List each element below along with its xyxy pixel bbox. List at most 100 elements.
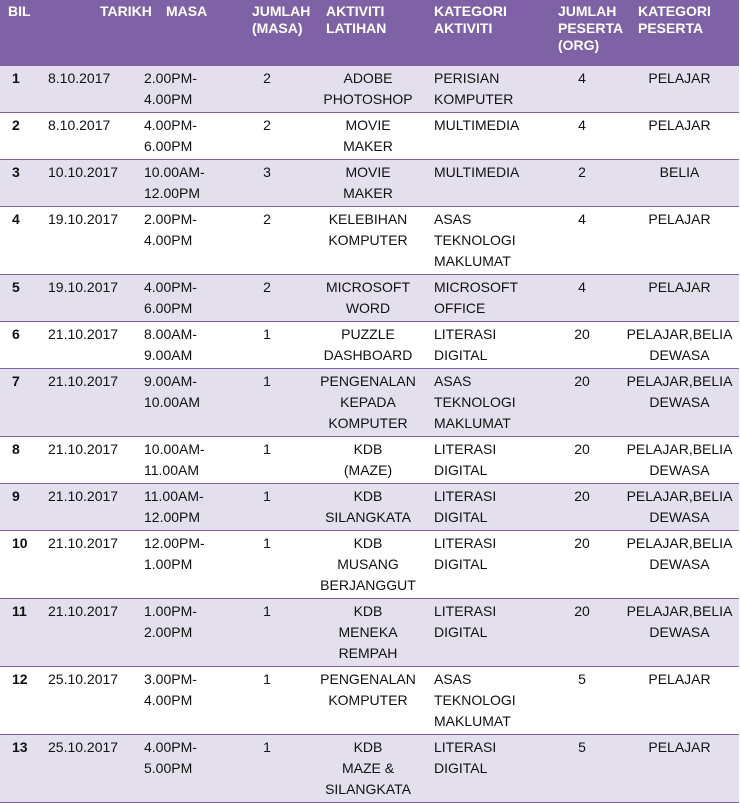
cell-bil: 3 bbox=[0, 159, 40, 207]
cell-jumlah-peserta: 4 bbox=[544, 206, 620, 275]
cell-bil: 6 bbox=[0, 321, 40, 369]
table-row: 6 21.10.2017 8.00AM- 9.00AM 1 PUZZLE DASHBOARD… bbox=[0, 321, 739, 369]
cell-aktiviti-latihan-line: KDB bbox=[353, 488, 383, 504]
cell-kategori-aktiviti: MICROSOFT OFFICE bbox=[426, 274, 544, 322]
cell-bil: 1 bbox=[0, 65, 40, 113]
cell-masa-line: 4.00PM bbox=[144, 692, 193, 708]
cell-jumlah-masa: 1 bbox=[224, 666, 310, 735]
header-label-line: AKTIVITI bbox=[326, 3, 385, 19]
cell-kategori-peserta: PELAJAR bbox=[620, 666, 739, 735]
cell-masa-line: 6.00PM bbox=[144, 300, 193, 316]
cell-masa-line: 2.00PM bbox=[144, 624, 193, 640]
cell-bil: 8 bbox=[0, 436, 40, 484]
cell-masa: 8.00AM- 9.00AM bbox=[138, 321, 224, 369]
header-bil: BIL bbox=[0, 0, 40, 66]
cell-masa: 10.00AM- 11.00AM bbox=[138, 436, 224, 484]
cell-kategori-peserta-line: PELAJAR,BELIA bbox=[626, 441, 733, 457]
cell-masa-line: 12.00PM bbox=[144, 185, 201, 201]
cell-kategori-aktiviti-line: LITERASI bbox=[434, 326, 497, 342]
cell-kategori-aktiviti-line: MAKLUMAT bbox=[434, 253, 511, 269]
header-row: BIL TARIKH MASA JUMLAH (MASA) AKTIVITI LATIHAN… bbox=[0, 0, 739, 66]
cell-kategori-aktiviti-line: MULTIMEDIA bbox=[434, 164, 520, 180]
cell-tarikh: 21.10.2017 bbox=[40, 436, 138, 484]
cell-aktiviti-latihan: PUZZLE DASHBOARD bbox=[310, 321, 426, 369]
cell-kategori-aktiviti-line: TEKNOLOGI bbox=[434, 232, 516, 248]
header-kategori-peserta: KATEGORI PESERTA bbox=[620, 0, 739, 66]
table-row: 10 21.10.2017 12.00PM- 1.00PM 1 KDB MUSANG BERJ… bbox=[0, 530, 739, 599]
cell-tarikh: 21.10.2017 bbox=[40, 530, 138, 599]
cell-masa-line: 5.00PM bbox=[144, 760, 193, 776]
header-label-line: TARIKH bbox=[100, 3, 152, 19]
cell-jumlah-peserta: 20 bbox=[544, 530, 620, 599]
cell-kategori-peserta-line: DEWASA bbox=[649, 347, 710, 363]
cell-aktiviti-latihan-line: MAKER bbox=[343, 138, 393, 154]
header-label-line: MASA bbox=[166, 3, 208, 19]
cell-aktiviti-latihan-line: BERJANGGUT bbox=[320, 577, 416, 593]
cell-jumlah-masa: 1 bbox=[224, 321, 310, 369]
table-body: 1 8.10.2017 2.00PM- 4.00PM 2 ADOBE PHOTOSHOP PE… bbox=[0, 65, 739, 803]
cell-kategori-aktiviti-line: MAKLUMAT bbox=[434, 415, 511, 431]
cell-tarikh: 25.10.2017 bbox=[40, 666, 138, 735]
cell-aktiviti-latihan-line: SILANGKATA bbox=[325, 781, 411, 797]
cell-aktiviti-latihan-line: PENGENALAN bbox=[320, 671, 416, 687]
cell-masa-line: 4.00PM- bbox=[144, 117, 197, 133]
header-label-line: KATEGORI bbox=[638, 3, 711, 19]
cell-kategori-aktiviti-line: DIGITAL bbox=[434, 624, 488, 640]
cell-jumlah-masa: 1 bbox=[224, 436, 310, 484]
header-tarikh: TARIKH bbox=[40, 0, 152, 66]
cell-jumlah-peserta: 4 bbox=[544, 274, 620, 322]
cell-kategori-peserta: BELIA bbox=[620, 159, 739, 207]
cell-kategori-peserta: PELAJAR,BELIA DEWASA bbox=[620, 321, 739, 369]
cell-aktiviti-latihan-line: KDB bbox=[353, 535, 383, 551]
cell-aktiviti-latihan: MOVIE MAKER bbox=[310, 112, 426, 160]
cell-masa-line: 1.00PM- bbox=[144, 603, 197, 619]
cell-jumlah-masa: 2 bbox=[224, 65, 310, 113]
cell-jumlah-peserta: 20 bbox=[544, 368, 620, 437]
table-row: 7 21.10.2017 9.00AM- 10.00AM 1 PENGENALAN KEPA… bbox=[0, 368, 739, 437]
cell-masa-line: 9.00AM bbox=[144, 347, 193, 363]
cell-masa-line: 3.00PM- bbox=[144, 671, 197, 687]
cell-jumlah-masa: 1 bbox=[224, 368, 310, 437]
cell-kategori-peserta: PELAJAR bbox=[620, 274, 739, 322]
cell-kategori-aktiviti-line: LITERASI bbox=[434, 441, 497, 457]
table-row: 11 21.10.2017 1.00PM- 2.00PM 1 KDB MENEKA REMPA… bbox=[0, 598, 739, 667]
cell-tarikh: 21.10.2017 bbox=[40, 321, 138, 369]
cell-kategori-peserta-line: DEWASA bbox=[649, 462, 710, 478]
header-label-line: PESERTA bbox=[558, 20, 624, 36]
cell-masa-line: 2.00PM- bbox=[144, 211, 197, 227]
table-row: 8 21.10.2017 10.00AM- 11.00AM 1 KDB (MAZE) LITE… bbox=[0, 436, 739, 484]
cell-kategori-aktiviti-line: LITERASI bbox=[434, 739, 497, 755]
cell-jumlah-masa: 3 bbox=[224, 159, 310, 207]
cell-jumlah-masa: 1 bbox=[224, 530, 310, 599]
cell-kategori-peserta-line: PELAJAR bbox=[648, 279, 711, 295]
cell-aktiviti-latihan-line: DASHBOARD bbox=[323, 347, 413, 363]
cell-aktiviti-latihan-line: MAZE & bbox=[341, 760, 395, 776]
header-jumlah-peserta: JUMLAH PESERTA (ORG) bbox=[544, 0, 624, 66]
cell-aktiviti-latihan-line: PENGENALAN bbox=[320, 373, 416, 389]
cell-masa: 3.00PM- 4.00PM bbox=[138, 666, 224, 735]
cell-bil: 2 bbox=[0, 112, 40, 160]
cell-aktiviti-latihan-line: KOMPUTER bbox=[328, 232, 408, 248]
cell-masa: 11.00AM- 12.00PM bbox=[138, 483, 224, 531]
table-row: 5 19.10.2017 4.00PM- 6.00PM 2 MICROSOFT WORD MI… bbox=[0, 274, 739, 322]
cell-masa: 1.00PM- 2.00PM bbox=[138, 598, 224, 667]
cell-jumlah-peserta: 2 bbox=[544, 159, 620, 207]
cell-kategori-aktiviti: LITERASI DIGITAL bbox=[426, 598, 544, 667]
cell-masa-line: 10.00AM bbox=[144, 394, 201, 410]
header-label-line: AKTIVITI bbox=[434, 20, 493, 36]
cell-tarikh: 10.10.2017 bbox=[40, 159, 138, 207]
cell-kategori-aktiviti-line: LITERASI bbox=[434, 603, 497, 619]
cell-aktiviti-latihan-line: MAKER bbox=[343, 185, 393, 201]
cell-aktiviti-latihan: KDB (MAZE) bbox=[310, 436, 426, 484]
cell-aktiviti-latihan-line: REMPAH bbox=[338, 645, 398, 661]
cell-kategori-peserta: PELAJAR,BELIA DEWASA bbox=[620, 598, 739, 667]
cell-tarikh: 21.10.2017 bbox=[40, 598, 138, 667]
cell-masa: 4.00PM- 6.00PM bbox=[138, 112, 224, 160]
cell-kategori-peserta-line: DEWASA bbox=[649, 556, 710, 572]
cell-aktiviti-latihan-line: MOVIE bbox=[345, 164, 391, 180]
cell-jumlah-masa: 2 bbox=[224, 274, 310, 322]
cell-aktiviti-latihan-line: WORD bbox=[345, 300, 391, 316]
table-row: 1 8.10.2017 2.00PM- 4.00PM 2 ADOBE PHOTOSHOP PE… bbox=[0, 65, 739, 113]
cell-bil: 13 bbox=[0, 734, 40, 803]
